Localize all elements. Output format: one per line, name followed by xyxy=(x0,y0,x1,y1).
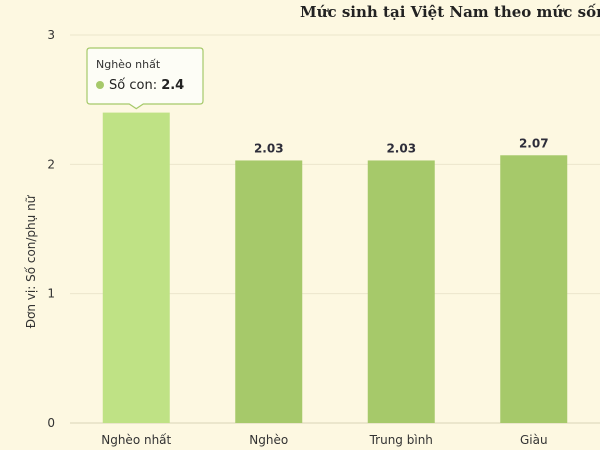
tooltip-value: 2.4 xyxy=(161,78,184,93)
tooltip-box xyxy=(86,47,204,110)
x-tick-label: Giàu xyxy=(520,433,548,447)
data-label: 2.03 xyxy=(254,141,284,155)
data-label: 2.07 xyxy=(519,136,549,150)
tooltip-separator: : xyxy=(153,78,162,93)
bars xyxy=(102,112,568,423)
y-tick-label: 1 xyxy=(47,287,55,301)
tooltip-series-name: Số con xyxy=(109,78,153,93)
bar-1[interactable] xyxy=(102,112,170,423)
bar-4[interactable] xyxy=(500,155,568,423)
x-tick-label: Nghèo nhất xyxy=(101,433,171,447)
x-tick-label: Trung bình xyxy=(369,433,433,447)
x-axis-ticks: Nghèo nhất Nghèo Trung bình Giàu xyxy=(101,433,547,447)
y-tick-label: 0 xyxy=(47,416,55,430)
x-tick-label: Nghèo xyxy=(249,433,288,447)
data-label: 2.03 xyxy=(386,141,416,155)
chart-title: Mức sinh tại Việt Nam theo mức sống xyxy=(300,3,600,21)
y-axis-label: Đơn vị: Số con/phụ nữ xyxy=(24,194,38,328)
tooltip: Nghèo nhất Số con: 2.4 xyxy=(86,47,204,110)
tooltip-category: Nghèo nhất xyxy=(96,58,161,71)
y-tick-label: 2 xyxy=(47,157,55,171)
tooltip-marker xyxy=(96,81,104,89)
y-tick-label: 3 xyxy=(47,28,55,42)
bar-2[interactable] xyxy=(235,160,303,423)
tooltip-series-label: Số con: 2.4 xyxy=(109,78,184,93)
y-axis-ticks: 0 1 2 3 xyxy=(47,28,55,430)
bar-3[interactable] xyxy=(367,160,435,423)
